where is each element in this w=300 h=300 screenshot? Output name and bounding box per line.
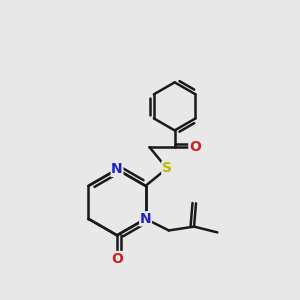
Text: N: N bbox=[111, 162, 123, 176]
Text: S: S bbox=[162, 161, 172, 176]
Text: N: N bbox=[140, 212, 152, 226]
Text: O: O bbox=[111, 252, 123, 266]
Text: O: O bbox=[189, 140, 201, 154]
